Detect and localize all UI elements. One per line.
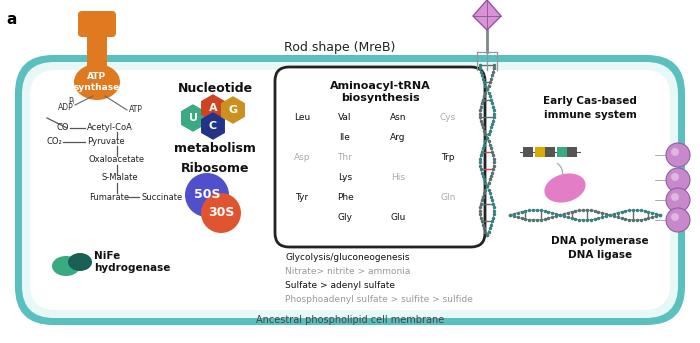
Ellipse shape: [68, 253, 92, 271]
Text: Arg: Arg: [391, 132, 406, 142]
Text: Pyruvate: Pyruvate: [87, 138, 125, 146]
Polygon shape: [222, 97, 244, 123]
Circle shape: [666, 143, 690, 167]
Text: Aminoacyl-tRNA: Aminoacyl-tRNA: [330, 81, 430, 91]
Text: Oxaloacetate: Oxaloacetate: [89, 155, 145, 165]
Text: A: A: [209, 103, 217, 113]
FancyBboxPatch shape: [545, 147, 555, 157]
Text: 50S: 50S: [194, 189, 220, 201]
Text: His: His: [391, 173, 405, 181]
Text: Gln: Gln: [440, 192, 456, 201]
Circle shape: [671, 173, 679, 181]
Circle shape: [666, 188, 690, 212]
FancyBboxPatch shape: [523, 147, 533, 157]
Polygon shape: [202, 95, 224, 121]
Text: G: G: [228, 105, 237, 115]
FancyBboxPatch shape: [275, 67, 485, 247]
Text: Asn: Asn: [390, 113, 406, 121]
FancyBboxPatch shape: [22, 62, 678, 318]
Polygon shape: [473, 0, 501, 30]
Circle shape: [201, 193, 241, 233]
Text: Ile: Ile: [340, 132, 351, 142]
Circle shape: [666, 168, 690, 192]
Text: Thr: Thr: [337, 153, 352, 162]
FancyBboxPatch shape: [87, 19, 107, 70]
Text: Glycolysis/gluconeogenesis: Glycolysis/gluconeogenesis: [285, 253, 410, 262]
Circle shape: [671, 148, 679, 156]
Text: Pᵢ: Pᵢ: [68, 97, 74, 106]
FancyBboxPatch shape: [535, 147, 545, 157]
Text: Sulfate > adenyl sulfate: Sulfate > adenyl sulfate: [285, 282, 395, 291]
FancyBboxPatch shape: [30, 70, 670, 310]
Circle shape: [185, 173, 229, 217]
Circle shape: [671, 193, 679, 201]
Text: Lys: Lys: [338, 173, 352, 181]
Ellipse shape: [52, 256, 80, 276]
Text: DNA polymerase
DNA ligase: DNA polymerase DNA ligase: [551, 236, 649, 260]
Text: U: U: [188, 113, 197, 123]
Text: Cys: Cys: [440, 113, 456, 121]
Text: Glu: Glu: [391, 213, 406, 222]
Text: Leu: Leu: [294, 113, 310, 121]
Text: Tyr: Tyr: [295, 192, 309, 201]
Text: C: C: [209, 121, 217, 131]
Polygon shape: [202, 113, 224, 139]
Text: Ancestral phospholipid cell membrane: Ancestral phospholipid cell membrane: [256, 315, 444, 325]
Text: Early Cas-based
immune system: Early Cas-based immune system: [543, 96, 637, 120]
Text: Ribosome: Ribosome: [181, 162, 249, 175]
FancyBboxPatch shape: [15, 55, 685, 325]
Text: Asp: Asp: [294, 153, 310, 162]
Text: 30S: 30S: [208, 206, 234, 220]
Text: Succinate: Succinate: [141, 192, 182, 201]
Ellipse shape: [545, 174, 586, 203]
Ellipse shape: [74, 64, 120, 100]
Circle shape: [671, 213, 679, 221]
Text: S-Malate: S-Malate: [102, 174, 139, 182]
Text: NiFe
hydrogenase: NiFe hydrogenase: [94, 251, 170, 273]
Polygon shape: [182, 105, 204, 131]
Text: biosynthesis: biosynthesis: [341, 93, 419, 103]
Text: CO₂: CO₂: [46, 138, 62, 146]
FancyBboxPatch shape: [567, 147, 577, 157]
Text: Trp: Trp: [441, 153, 455, 162]
Text: Nucleotide: Nucleotide: [177, 82, 253, 95]
Text: CO: CO: [57, 123, 69, 132]
Text: Rod shape (MreB): Rod shape (MreB): [284, 40, 396, 54]
FancyBboxPatch shape: [557, 147, 567, 157]
Text: ATP
synthase: ATP synthase: [74, 72, 120, 92]
Text: Val: Val: [338, 113, 351, 121]
Text: Gly: Gly: [337, 213, 353, 222]
Text: metabolism: metabolism: [174, 142, 256, 154]
Circle shape: [666, 208, 690, 232]
Text: Phe: Phe: [337, 192, 354, 201]
Text: ADP: ADP: [58, 104, 74, 113]
Text: Fumarate: Fumarate: [89, 192, 129, 201]
Text: Phosphoadenyl sulfate > sulfite > sulfide: Phosphoadenyl sulfate > sulfite > sulfid…: [285, 296, 473, 305]
Text: a: a: [6, 12, 16, 27]
Text: ATP: ATP: [129, 106, 143, 115]
FancyBboxPatch shape: [78, 11, 116, 37]
Text: Nitrate> nitrite > ammonia: Nitrate> nitrite > ammonia: [285, 268, 410, 276]
Text: Acetyl-CoA: Acetyl-CoA: [87, 123, 133, 132]
